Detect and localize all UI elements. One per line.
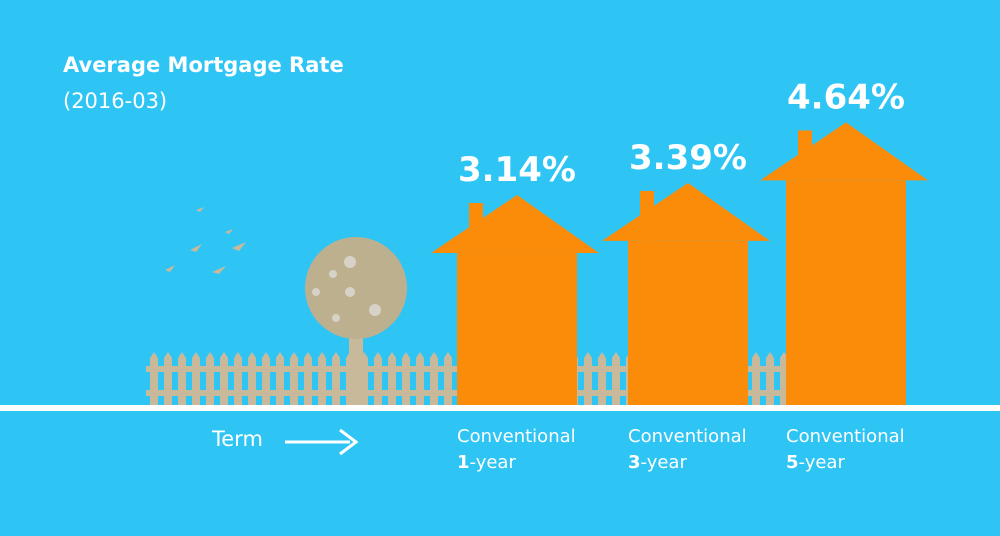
fence-picket — [150, 352, 158, 405]
fence-picket — [304, 352, 312, 405]
value-label: 3.14% — [458, 150, 576, 190]
category-label: Conventional 3-year — [628, 426, 752, 473]
roof — [760, 122, 928, 181]
fence-picket — [374, 352, 382, 405]
arrow — [285, 428, 359, 456]
fence-picket — [220, 352, 228, 405]
fence-picket — [276, 352, 284, 405]
fence-picket — [402, 352, 410, 405]
fence-picket — [612, 352, 620, 405]
fence-picket — [766, 352, 774, 405]
chart-title: Average Mortgage Rate — [63, 53, 344, 77]
roof — [602, 182, 770, 241]
fence-picket — [598, 352, 606, 405]
fence-picket — [164, 352, 172, 405]
chart-subtitle: (2016-03) — [63, 89, 167, 113]
fence-picket — [290, 352, 298, 405]
fence-picket — [206, 352, 214, 405]
fence-picket — [584, 352, 592, 405]
fence-picket — [178, 352, 186, 405]
value-label: 3.39% — [629, 138, 747, 178]
fence-picket — [234, 352, 242, 405]
fence-picket — [248, 352, 256, 405]
value-label: 4.64% — [787, 77, 905, 117]
fence-picket — [416, 352, 424, 405]
tree — [305, 237, 407, 405]
house-bar — [457, 253, 577, 405]
ground-line — [0, 405, 1000, 411]
fence-picket — [318, 352, 326, 405]
fence-picket — [388, 352, 396, 405]
roof — [431, 195, 599, 254]
category-label: Conventional 5-year — [786, 426, 910, 473]
house-bar — [786, 180, 906, 405]
birds — [165, 207, 246, 274]
category-label: Conventional 1-year — [457, 426, 581, 473]
x-axis-label: Term — [211, 427, 263, 451]
fence-picket — [752, 352, 760, 405]
house-bar — [628, 240, 748, 405]
fence-picket — [444, 352, 452, 405]
fence-picket — [332, 352, 340, 405]
fence-picket — [262, 352, 270, 405]
fence-picket — [192, 352, 200, 405]
fence-picket — [430, 352, 438, 405]
